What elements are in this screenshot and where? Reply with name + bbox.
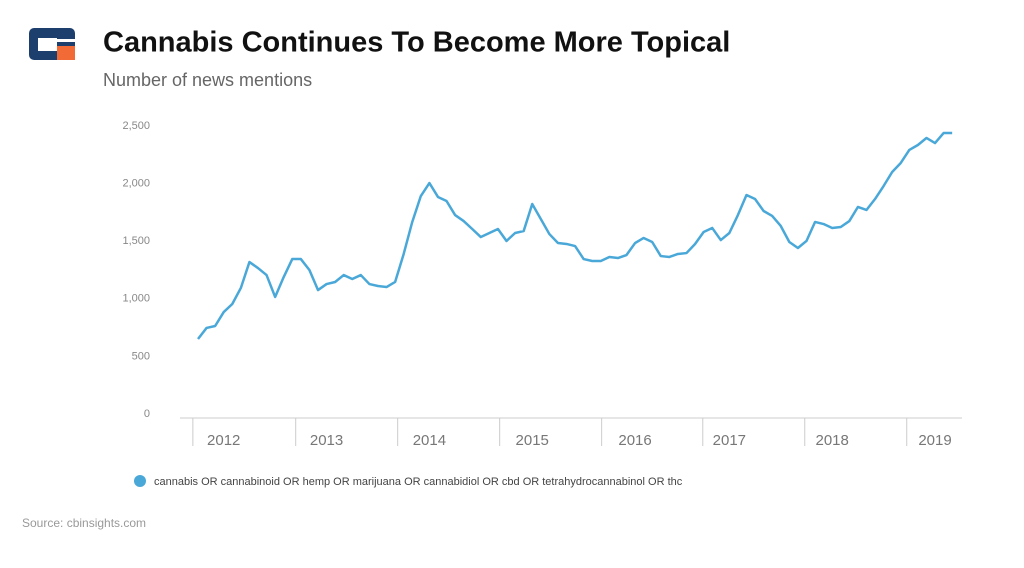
x-tick-label: 2014 — [413, 432, 446, 449]
chart-title: Cannabis Continues To Become More Topica… — [103, 27, 730, 59]
x-tick-label: 2016 — [618, 432, 651, 449]
y-tick-label: 1,000 — [122, 293, 150, 305]
x-tick-label: 2017 — [713, 432, 746, 449]
y-tick-label: 500 — [132, 350, 150, 362]
x-tick-label: 2018 — [815, 432, 848, 449]
line — [197, 131, 953, 340]
source: Source: cbinsights.com — [22, 516, 146, 530]
x-tick-label: 2019 — [918, 432, 951, 449]
y-tick-label: 1,500 — [122, 235, 150, 247]
x-tick-label: 2015 — [516, 432, 549, 449]
logo — [29, 28, 75, 60]
legend-marker — [134, 475, 146, 487]
y-tick-label: 0 — [144, 408, 150, 420]
x-tick-label: 2013 — [310, 432, 343, 449]
chart-subtitle: Number of news mentions — [103, 70, 312, 90]
x-tick-label: 2012 — [207, 432, 240, 449]
y-tick-label: 2,000 — [122, 178, 150, 190]
y-tick-label: 2,500 — [122, 120, 150, 132]
legend-label: cannabis OR cannabinoid OR hemp OR marij… — [154, 476, 683, 488]
